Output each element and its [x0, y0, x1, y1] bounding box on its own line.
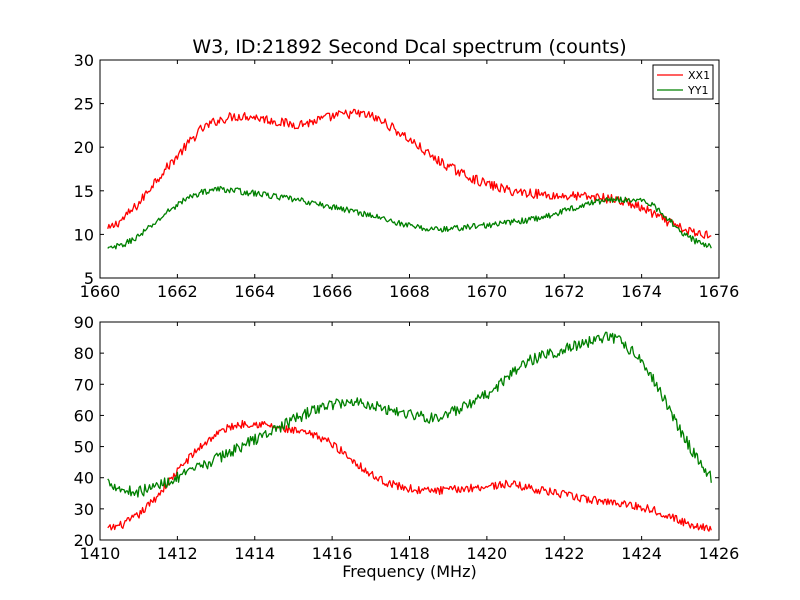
x-tick-label: 1416	[312, 544, 353, 563]
plot-frame	[99, 59, 720, 279]
y-tick-label: 30	[74, 500, 94, 519]
y-tick-label: 50	[74, 438, 94, 457]
x-tick-label: 1674	[621, 282, 662, 301]
x-tick-label: 1668	[389, 282, 430, 301]
x-tick-label: 1424	[621, 544, 662, 563]
legend-label-yy1: YY1	[687, 84, 708, 97]
chart-title: W3, ID:21892 Second Dcal spectrum (count…	[192, 36, 626, 58]
y-tick-label: 90	[74, 313, 94, 332]
legend-label-xx1: XX1	[688, 69, 710, 82]
x-tick-label: 1662	[157, 282, 198, 301]
y-tick-label: 10	[74, 225, 94, 244]
y-tick-label: 5	[84, 269, 94, 288]
series-line-xx1	[107, 419, 712, 532]
x-tick-label: 1420	[467, 544, 508, 563]
y-tick-label: 15	[74, 182, 94, 201]
x-tick-label: 1676	[699, 282, 740, 301]
x-tick-label: 1672	[544, 282, 585, 301]
x-tick-label: 1666	[312, 282, 353, 301]
series-line-yy1	[107, 331, 712, 498]
series-line-xx1	[107, 108, 712, 239]
y-tick-label: 80	[74, 344, 94, 363]
y-tick-label: 40	[74, 469, 94, 488]
y-tick-label: 20	[74, 138, 94, 157]
y-tick-label: 30	[74, 51, 94, 70]
series-line-yy1	[107, 185, 712, 250]
x-axis-label: Frequency (MHz)	[342, 562, 476, 581]
y-tick-label: 20	[74, 531, 94, 550]
x-tick-label: 1412	[157, 544, 198, 563]
x-tick-label: 1660	[80, 282, 121, 301]
x-tick-label: 1410	[80, 544, 121, 563]
y-tick-label: 70	[74, 375, 94, 394]
x-tick-label: 1418	[389, 544, 430, 563]
x-tick-label: 1422	[544, 544, 585, 563]
legend-box	[652, 64, 714, 100]
x-tick-label: 1426	[699, 544, 740, 563]
x-tick-label: 1414	[234, 544, 275, 563]
x-tick-label: 1670	[467, 282, 508, 301]
x-tick-label: 1664	[234, 282, 275, 301]
top-chart: W3, ID:21892 Second Dcal spectrum (count…	[74, 36, 740, 301]
y-tick-label: 60	[74, 406, 94, 425]
y-tick-label: 25	[74, 95, 94, 114]
bottom-chart: Frequency (MHz) 1410 1412 1414 1416 1418 1420…	[74, 313, 740, 581]
